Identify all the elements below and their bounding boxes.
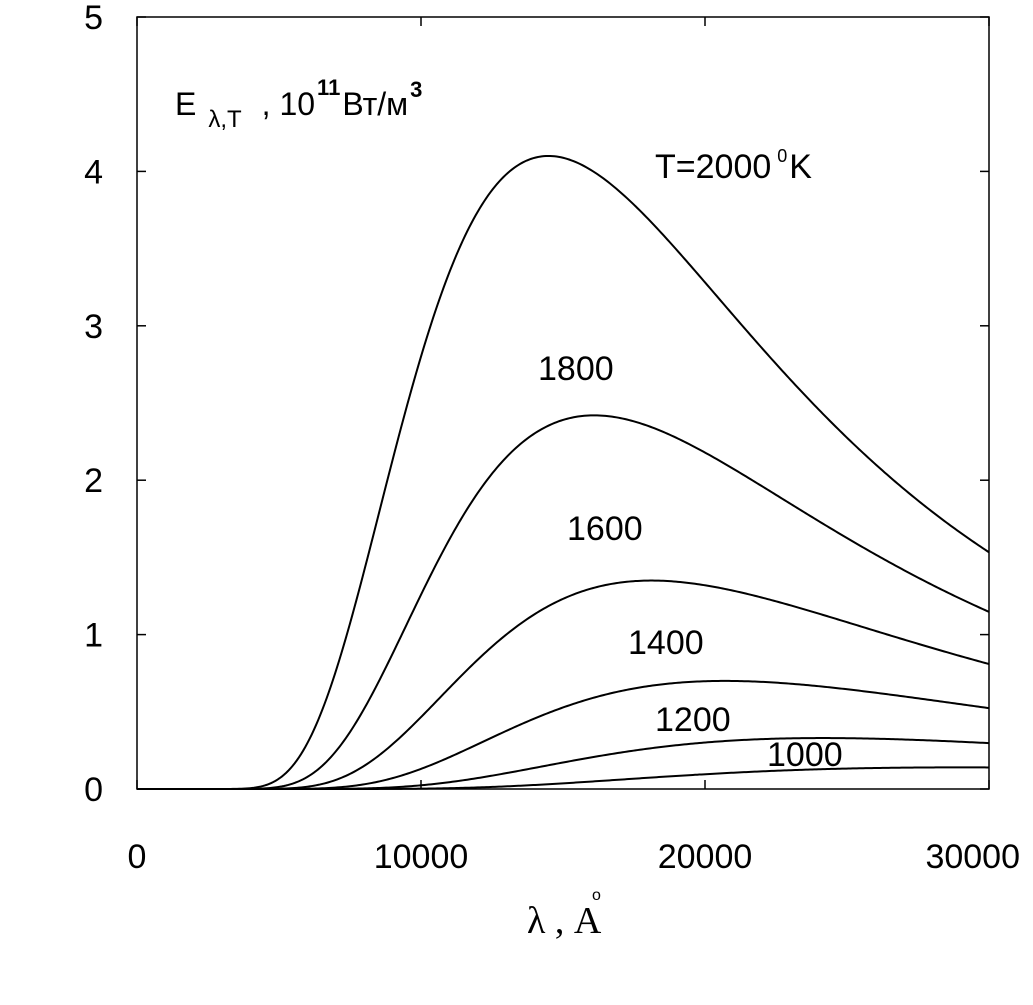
y-tick-label-5: 5	[84, 0, 103, 37]
series-line-1600	[137, 579, 990, 790]
x-tick-label-0: 0	[128, 838, 147, 876]
series-label-1600: 1600	[567, 510, 643, 548]
curves	[137, 154, 990, 790]
y-axis-label-subscript: λ,T	[208, 106, 242, 133]
series-label-1800: 1800	[538, 350, 614, 388]
y-tick-label-2: 2	[84, 462, 103, 500]
y-tick-label-0: 0	[84, 771, 103, 809]
ticks	[136, 16, 990, 790]
series-line-2000	[137, 154, 990, 790]
x-axis-label-ring: o	[592, 887, 601, 904]
series-line-1200	[137, 737, 990, 790]
series-line-1800	[137, 414, 990, 790]
series-label-1200: 1200	[655, 701, 731, 739]
y-axis-label-base: E	[175, 86, 196, 122]
x-tick-label-1: 10000	[374, 838, 469, 876]
plot-frame	[136, 16, 990, 790]
y-axis-label-unit: Вт/м	[342, 86, 408, 122]
x-tick-label-3: 30000	[925, 838, 1020, 876]
series-line-1000	[137, 766, 990, 790]
series-label-1400: 1400	[628, 624, 704, 662]
y-tick-label-3: 3	[84, 308, 103, 346]
y-tick-label-4: 4	[84, 153, 103, 191]
y-axis-label-unit-exponent: 3	[410, 77, 422, 102]
series-label-2000: T=2000 0K	[655, 146, 812, 186]
x-axis-label: λ , A	[527, 900, 602, 942]
series-line-1400	[137, 679, 990, 790]
y-axis-label-scale: , 10	[262, 86, 315, 122]
series-label-1000: 1000	[767, 736, 843, 774]
y-axis-label-exponent: 11	[317, 75, 340, 100]
x-tick-label-2: 20000	[658, 838, 753, 876]
y-tick-label-1: 1	[84, 617, 103, 655]
curve-labels: T=2000 0K 1800 1600 1400 1200 1000	[538, 146, 843, 774]
tick-labels: 0 1 2 3 4 5 0 10000 20000 30000	[84, 0, 1020, 876]
